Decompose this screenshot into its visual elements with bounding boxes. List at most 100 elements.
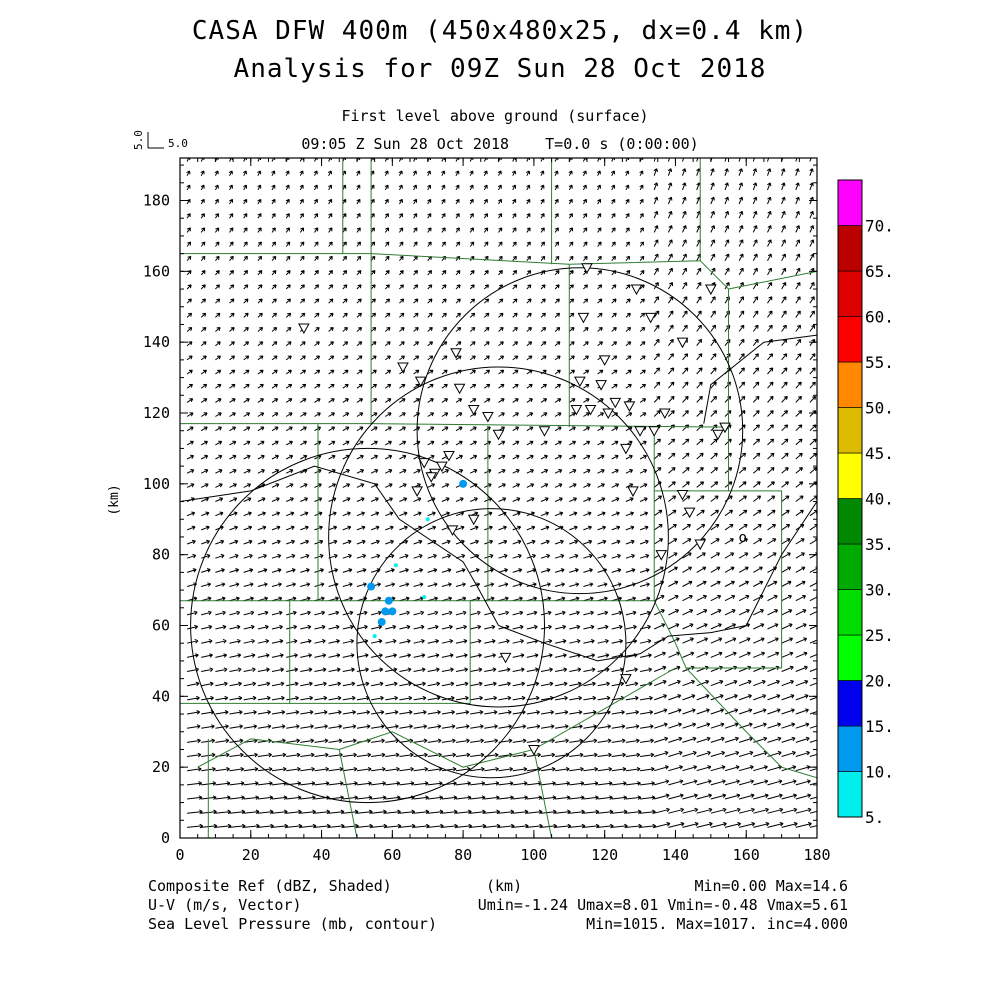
station-marker (623, 401, 636, 412)
pressure-contour (703, 334, 817, 424)
station-marker (538, 426, 551, 437)
station-marker (499, 652, 512, 664)
station-marker (446, 525, 459, 536)
reflectivity-echo (381, 607, 390, 616)
station-marker (658, 408, 671, 420)
footer-field1-label: Composite Ref (dBZ, Shaded) (148, 877, 392, 895)
station-marker (655, 550, 668, 561)
reflectivity-echo (393, 563, 398, 568)
station-marker (712, 429, 724, 441)
footer-field3-range: Min=1015. Max=1017. inc=4.000 (586, 915, 848, 933)
station-marker (584, 404, 597, 416)
level-label: First level above ground (surface) (341, 107, 649, 125)
colorbar-swatch (837, 498, 863, 545)
station-marker (436, 461, 448, 473)
reflectivity-echo (422, 595, 427, 600)
y-tick-label: 60 (152, 617, 170, 635)
y-tick-label: 0 (161, 829, 170, 847)
station-marker (630, 284, 643, 296)
station-marker (467, 514, 480, 526)
x-tick-label: 100 (520, 846, 547, 864)
colorbar-label: 65. (865, 262, 894, 281)
title-line1: CASA DFW 400m (450x480x25, dx=0.4 km) (191, 16, 809, 46)
reflectivity-echo (384, 596, 393, 605)
county-line (654, 490, 783, 669)
colorbar-frame (837, 179, 863, 818)
station-marker (397, 362, 409, 373)
reflectivity-echo (459, 479, 468, 488)
station-marker (482, 412, 494, 423)
county-line (533, 749, 553, 838)
colorbar-swatch (837, 179, 863, 226)
station-marker (644, 312, 657, 324)
time-label: 09:05 Z Sun 28 Oct 2018 T=0.0 s (0:00:00… (301, 135, 699, 153)
colorbar-swatch (837, 361, 863, 408)
station-marker (453, 383, 466, 395)
colorbar-swatch (837, 634, 863, 681)
footer-field2-label: U-V (m/s, Vector) (148, 896, 302, 914)
colorbar-swatch (837, 543, 863, 590)
title-line2: Analysis for 09Z Sun 28 Oct 2018 (233, 54, 767, 84)
station-marker (627, 486, 639, 497)
county-line (699, 260, 730, 491)
colorbar-label: 15. (865, 717, 894, 736)
colorbar-swatch (837, 680, 863, 727)
wind-vector-field (186, 158, 817, 829)
colorbar-label: 40. (865, 490, 894, 509)
radar-range-ring (190, 447, 546, 804)
station-marker (574, 376, 586, 388)
x-tick-label: 140 (662, 846, 689, 864)
station-marker (298, 323, 310, 335)
colorbar-label: 35. (865, 535, 894, 554)
radar-range-ring (416, 267, 744, 595)
station-marker (620, 674, 632, 685)
colorbar-label: 10. (865, 763, 894, 782)
colorbar: 5. 10. 15. 20. 25. 30. 35. 40. 45. 50. 55. 60. 65. 70… (837, 179, 894, 827)
axes (179, 158, 818, 839)
colorbar-label: 45. (865, 444, 894, 463)
x-tick-label: 20 (242, 846, 260, 864)
station-marker (620, 443, 632, 455)
reflectivity-echo (425, 517, 430, 522)
y-tick-label: 180 (143, 192, 170, 210)
colorbar-swatch (837, 225, 863, 272)
station-marker (602, 408, 615, 420)
footer-xunit: (km) (486, 877, 523, 895)
min-marker: o (738, 530, 746, 546)
footer-field3-label: Sea Level Pressure (mb, contour) (148, 915, 437, 933)
radar-range-ring (328, 366, 669, 708)
pressure-contours (180, 334, 817, 662)
colorbar-label: 55. (865, 353, 894, 372)
y-axis-label: (km) (107, 484, 122, 515)
pressure-contour (180, 465, 817, 662)
colorbar-swatch (837, 771, 863, 818)
station-marker (595, 380, 607, 391)
colorbar-swatch (837, 316, 863, 363)
station-marker (450, 348, 462, 359)
station-marker (528, 744, 540, 756)
y-tick-label: 80 (152, 546, 170, 564)
y-tick-label: 160 (143, 262, 170, 280)
x-tick-label: 120 (591, 846, 618, 864)
y-tick-label: 120 (143, 404, 170, 422)
colorbar-label: 50. (865, 399, 894, 418)
station-marker (492, 429, 505, 441)
station-marker (425, 472, 438, 483)
station-marker (676, 489, 689, 501)
reflectivity-echoes (367, 479, 468, 639)
county-boundaries (180, 158, 817, 838)
colorbar-swatch (837, 725, 863, 772)
colorbar-swatch (837, 270, 863, 317)
county-line (371, 423, 729, 428)
station-marker (598, 355, 611, 366)
station-marker (609, 397, 622, 409)
station-marker (683, 507, 696, 519)
colorbar-label: 70. (865, 217, 894, 236)
reflectivity-echo (367, 582, 376, 591)
y-tick-label: 140 (143, 333, 170, 351)
station-marker (694, 539, 707, 551)
station-marker (418, 458, 431, 469)
county-line (180, 253, 372, 425)
colorbar-swatch (837, 589, 863, 636)
